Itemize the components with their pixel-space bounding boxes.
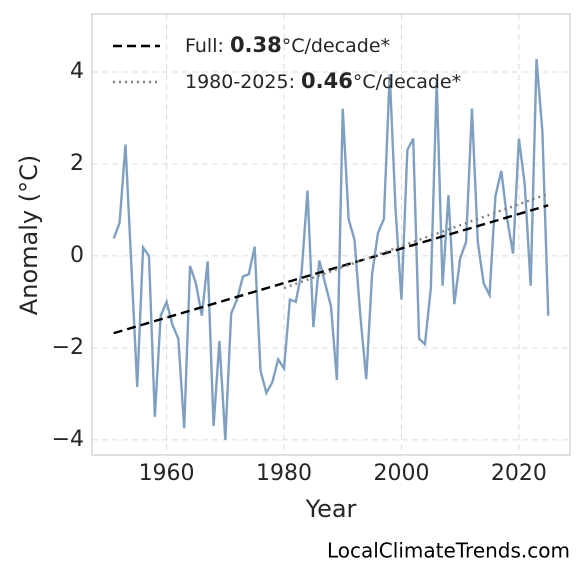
legend-unit: °C/decade*	[282, 35, 390, 57]
anomaly-line	[112, 58, 550, 440]
trend-line	[113, 204, 549, 335]
x-tick-label: 1980	[256, 461, 312, 486]
legend-unit: °C/decade*	[353, 71, 461, 93]
x-tick-label: 1960	[139, 461, 195, 486]
legend-prefix: 1980-2025:	[185, 71, 301, 93]
legend-prefix: Full:	[185, 35, 230, 57]
plot-frame	[91, 13, 571, 456]
y-tick-label: 4	[70, 59, 84, 84]
y-tick-label: 2	[70, 151, 84, 176]
legend-rate: 0.38	[230, 33, 282, 57]
y-tick-label: 0	[70, 243, 84, 268]
legend-label: 1980-2025: 0.46°C/decade*	[185, 69, 461, 93]
legend-label: Full: 0.38°C/decade*	[185, 33, 390, 57]
legend-rate: 0.46	[301, 69, 353, 93]
x-tick-label: 2000	[373, 461, 429, 486]
watermark: LocalClimateTrends.com	[327, 539, 570, 563]
x-axis-label: Year	[305, 495, 357, 523]
x-tick-label: 2020	[491, 461, 547, 486]
y-axis-label: Anomaly (°C)	[15, 155, 43, 315]
y-tick-label: −4	[52, 427, 84, 452]
y-tick-label: −2	[52, 335, 84, 360]
